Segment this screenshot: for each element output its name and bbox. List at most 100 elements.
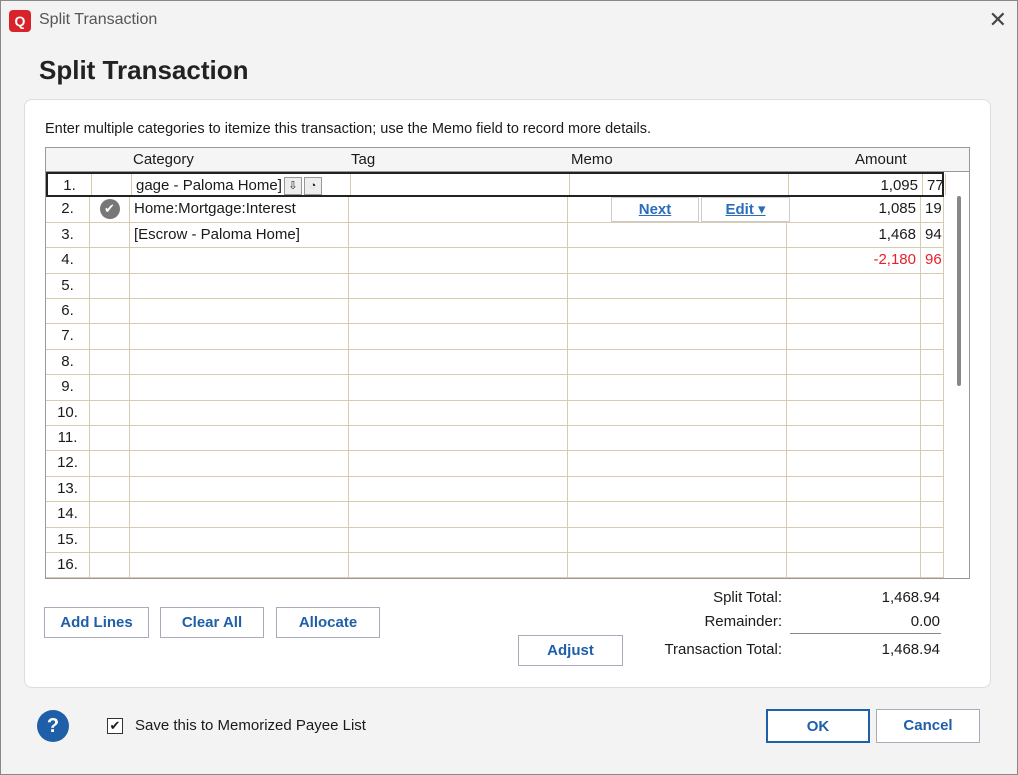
column-category[interactable]: Category bbox=[133, 151, 194, 168]
category-cell[interactable] bbox=[130, 400, 349, 425]
edit-menu-button[interactable]: Edit ▾ bbox=[701, 197, 790, 222]
adjust-button[interactable]: Adjust bbox=[518, 635, 623, 666]
amount-dollars[interactable]: -2,180 bbox=[787, 248, 921, 273]
memo-cell[interactable] bbox=[568, 502, 787, 527]
table-row[interactable]: 14. bbox=[46, 502, 944, 528]
amount-dollars[interactable]: 1,095 bbox=[789, 174, 923, 196]
column-tag[interactable]: Tag bbox=[351, 151, 376, 168]
category-cell[interactable]: gage - Paloma Home] ⇩ ◔ bbox=[132, 174, 351, 196]
next-button[interactable]: Next bbox=[611, 197, 699, 222]
table-row[interactable]: 13. bbox=[46, 476, 944, 503]
tag-cell[interactable] bbox=[351, 174, 570, 196]
table-row[interactable]: 11. bbox=[46, 426, 944, 452]
cancel-button[interactable]: Cancel bbox=[876, 709, 980, 743]
amount-cents[interactable] bbox=[921, 400, 944, 425]
memo-cell[interactable] bbox=[568, 324, 787, 349]
table-row[interactable]: 9. bbox=[46, 375, 944, 401]
table-row[interactable]: 6. bbox=[46, 299, 944, 325]
table-row[interactable]: 1. gage - Paloma Home] ⇩ ◔ 1,095 77 bbox=[46, 172, 946, 198]
amount-cents[interactable]: 96 bbox=[921, 248, 944, 273]
tag-cell[interactable] bbox=[349, 273, 568, 298]
category-cell[interactable] bbox=[130, 349, 349, 375]
memo-cell[interactable] bbox=[568, 476, 787, 502]
category-cell[interactable] bbox=[130, 476, 349, 502]
amount-cents[interactable] bbox=[921, 527, 944, 552]
column-memo[interactable]: Memo bbox=[571, 151, 613, 168]
tag-cell[interactable] bbox=[349, 426, 568, 451]
amount-dollars[interactable] bbox=[787, 400, 921, 425]
ok-button[interactable]: OK bbox=[766, 709, 870, 743]
tag-cell[interactable] bbox=[349, 553, 568, 578]
memo-cell[interactable] bbox=[568, 349, 787, 375]
amount-cents[interactable] bbox=[921, 273, 944, 298]
amount-dollars[interactable] bbox=[787, 375, 921, 400]
memo-cell[interactable] bbox=[568, 273, 787, 298]
memo-cell[interactable] bbox=[568, 400, 787, 425]
tag-cell[interactable] bbox=[349, 299, 568, 324]
memo-cell[interactable] bbox=[568, 527, 787, 552]
tag-cell[interactable] bbox=[349, 248, 568, 273]
amount-cents[interactable] bbox=[921, 502, 944, 527]
amount-cents[interactable] bbox=[921, 426, 944, 451]
amount-dollars[interactable] bbox=[787, 451, 921, 476]
memo-cell[interactable] bbox=[570, 174, 789, 196]
table-row[interactable]: 7. bbox=[46, 324, 944, 350]
category-cell[interactable] bbox=[130, 248, 349, 273]
category-list-icon[interactable]: ⇩ bbox=[283, 177, 302, 196]
memo-cell[interactable] bbox=[568, 553, 787, 578]
category-cell[interactable] bbox=[130, 553, 349, 578]
tag-cell[interactable] bbox=[349, 197, 568, 222]
category-cell[interactable] bbox=[130, 502, 349, 527]
amount-dollars[interactable] bbox=[787, 527, 921, 552]
tag-cell[interactable] bbox=[349, 324, 568, 349]
amount-dollars[interactable] bbox=[787, 349, 921, 375]
amount-cents[interactable]: 19 bbox=[921, 197, 944, 222]
amount-dollars[interactable] bbox=[787, 426, 921, 451]
tag-cell[interactable] bbox=[349, 222, 568, 248]
table-row[interactable]: 10. bbox=[46, 400, 944, 426]
category-cell[interactable] bbox=[130, 273, 349, 298]
close-icon[interactable]: ✕ bbox=[988, 7, 1007, 32]
amount-dollars[interactable] bbox=[787, 502, 921, 527]
category-cell[interactable] bbox=[130, 451, 349, 476]
tag-cell[interactable] bbox=[349, 502, 568, 527]
amount-dollars[interactable]: 1,468 bbox=[787, 222, 921, 248]
column-amount[interactable]: Amount bbox=[855, 151, 907, 168]
tag-cell[interactable] bbox=[349, 375, 568, 400]
amount-cents[interactable] bbox=[921, 451, 944, 476]
tag-cell[interactable] bbox=[349, 349, 568, 375]
category-cell[interactable] bbox=[130, 375, 349, 400]
category-cell[interactable] bbox=[130, 299, 349, 324]
amount-dollars[interactable] bbox=[787, 299, 921, 324]
table-row[interactable]: 4. -2,180 96 bbox=[46, 248, 944, 274]
table-row[interactable]: 2. ✔ Home:Mortgage:Interest 1,085 19 bbox=[46, 197, 944, 223]
amount-dollars[interactable]: 1,085 bbox=[787, 197, 921, 222]
category-cell[interactable]: Home:Mortgage:Interest bbox=[130, 197, 349, 222]
category-report-icon[interactable]: ◔ bbox=[303, 177, 322, 196]
table-row[interactable]: 5. bbox=[46, 273, 944, 299]
table-row[interactable]: 15. bbox=[46, 527, 944, 553]
amount-cents[interactable] bbox=[921, 349, 944, 375]
help-icon[interactable]: ? bbox=[37, 710, 69, 742]
allocate-button[interactable]: Allocate bbox=[276, 607, 380, 638]
table-row[interactable]: 3. [Escrow - Paloma Home] 1,468 94 bbox=[46, 222, 944, 249]
tag-cell[interactable] bbox=[349, 451, 568, 476]
amount-cents[interactable] bbox=[921, 324, 944, 349]
memo-cell[interactable] bbox=[568, 451, 787, 476]
tag-cell[interactable] bbox=[349, 476, 568, 502]
add-lines-button[interactable]: Add Lines bbox=[44, 607, 149, 638]
amount-cents[interactable] bbox=[921, 476, 944, 502]
memo-cell[interactable] bbox=[568, 248, 787, 273]
table-row[interactable]: 12. bbox=[46, 451, 944, 477]
scrollbar[interactable] bbox=[957, 196, 961, 386]
tag-cell[interactable] bbox=[349, 400, 568, 425]
amount-dollars[interactable] bbox=[787, 273, 921, 298]
memo-cell[interactable] bbox=[568, 222, 787, 248]
amount-cents[interactable] bbox=[921, 375, 944, 400]
category-cell[interactable]: [Escrow - Paloma Home] bbox=[130, 222, 349, 248]
memo-cell[interactable] bbox=[568, 426, 787, 451]
memo-cell[interactable] bbox=[568, 299, 787, 324]
amount-dollars[interactable] bbox=[787, 324, 921, 349]
amount-cents[interactable]: 94 bbox=[921, 222, 944, 248]
tag-cell[interactable] bbox=[349, 527, 568, 552]
